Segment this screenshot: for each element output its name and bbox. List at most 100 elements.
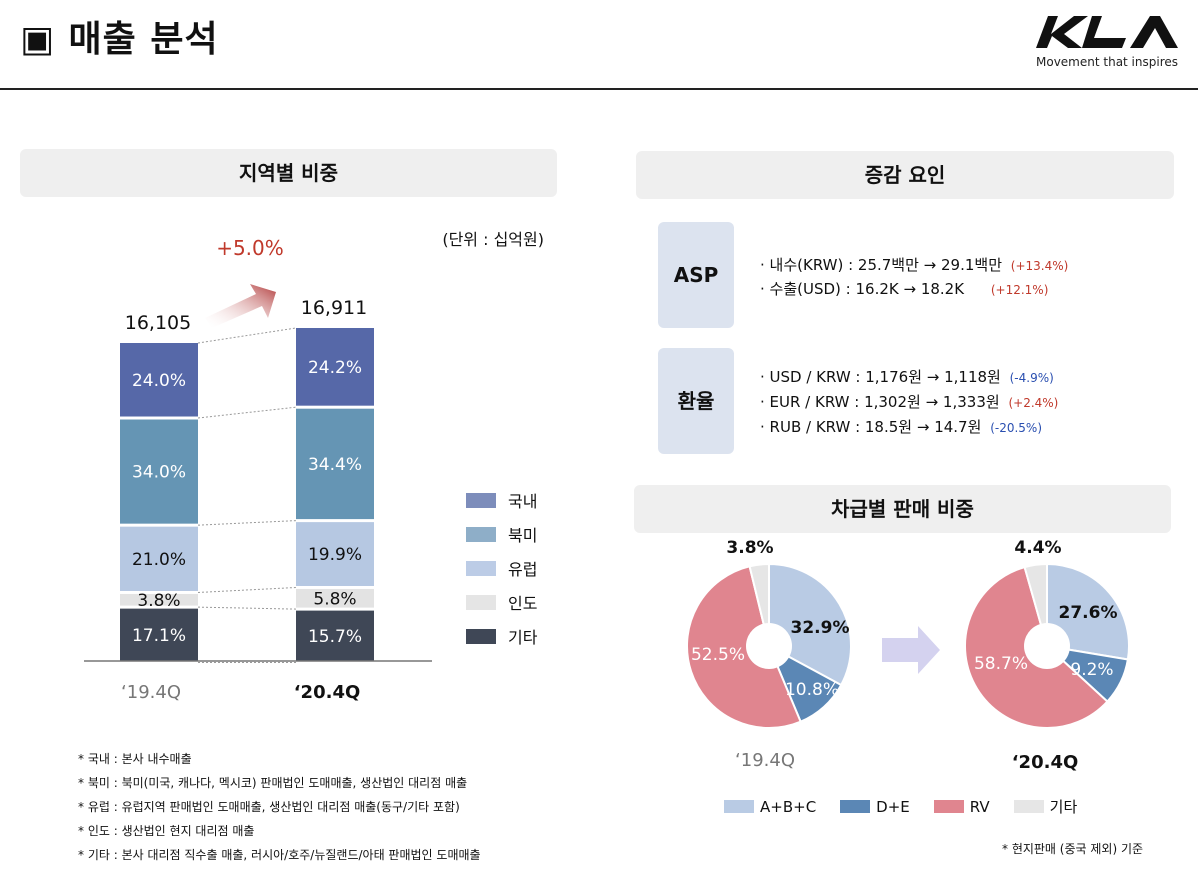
connector-line-3 — [197, 586, 297, 593]
region-stacked-bar-chart: 24.0% 34.0% 21.0% 3.8% 17.1% 16,105 ‘19.4Q 24.2… — [84, 230, 544, 703]
unit-label: (단위 : 십억원) — [442, 230, 544, 249]
pie-label-RV-0: 52.5% — [691, 645, 745, 665]
pie-label-기타-0: 3.8% — [726, 538, 773, 558]
growth-arrow-icon — [205, 284, 276, 328]
fx-usd-line: · USD / KRW : 1,176원 → 1,118원 (-4.9%) — [760, 366, 1058, 391]
donut-hole-1 — [1024, 623, 1070, 669]
asp-details: · 내수(KRW) : 25.7백만 → 29.1백만 (+13.4%) · 수… — [760, 254, 1068, 302]
footnote-others: * 기타 : 본사 대리점 직수출 매출, 러시아/호주/뉴질랜드/아태 판매법… — [78, 848, 481, 862]
bar-segment-국내-1 — [296, 328, 374, 406]
fx-label-box: 환율 — [658, 348, 734, 454]
segment-legend: A+B+C D+E RV 기타 — [714, 796, 1091, 817]
x-tick-label-0: ‘19.4Q — [121, 682, 181, 703]
bar-total-0: 16,105 — [125, 312, 191, 334]
segment-donut-charts: 32.9% 10.8% 52.5% 3.8% ‘19.4Q 27.6% 9.2% 58.7% 4… — [686, 538, 1130, 773]
footnote-europe: * 유럽 : 유럽지역 판매법인 도매매출, 생산법인 대리점 매출(동구/기타… — [78, 800, 460, 814]
page-title: ▣ 매출 분석 — [20, 19, 219, 60]
asp-domestic-text: · 내수(KRW) : 25.7백만 → 29.1백만 — [760, 256, 1003, 274]
bar-segment-기타-0 — [120, 608, 198, 661]
legend-label-유럽: 유럽 — [508, 560, 537, 579]
connector-line-4 — [197, 606, 297, 610]
bar-segment-국내-0 — [120, 343, 198, 417]
region-share-header: 지역별 비중 — [20, 149, 557, 197]
bar-label-국내-1: 24.2% — [308, 358, 362, 378]
asp-export-line: · 수출(USD) : 16.2K → 18.2K (+12.1%) — [760, 278, 1068, 302]
fx-rub-change: (-20.5%) — [990, 421, 1043, 435]
legend-swatch-인도 — [466, 595, 496, 610]
asp-domestic-line: · 내수(KRW) : 25.7백만 → 29.1백만 (+13.4%) — [760, 254, 1068, 278]
pie-label-기타-1: 4.4% — [1014, 538, 1061, 558]
segment-legend-label-RV: RV — [969, 798, 990, 816]
connector-line-1 — [197, 406, 297, 419]
footnote-domestic: * 국내 : 본사 내수매출 — [78, 752, 192, 766]
change-factors-header: 증감 요인 — [636, 151, 1174, 199]
segment-share-header: 차급별 판매 비중 — [634, 485, 1171, 533]
fx-eur-change: (+2.4%) — [1008, 396, 1059, 410]
pie-label-RV-1: 58.7% — [974, 654, 1028, 674]
fx-rub-line: · RUB / KRW : 18.5원 → 14.7원 (-20.5%) — [760, 416, 1058, 441]
region-footnotes: * 국내 : 본사 내수매출 * 북미 : 북미(미국, 캐나다, 멕시코) 판… — [78, 750, 481, 870]
asp-export-change: (+12.1%) — [990, 283, 1049, 297]
legend-swatch-유럽 — [466, 561, 496, 576]
pie-label-A+B+C-1: 27.6% — [1059, 603, 1118, 623]
donut-hole-0 — [746, 623, 792, 669]
segment-legend-swatch-RV — [933, 800, 964, 813]
bar-label-기타-1: 15.7% — [308, 627, 362, 647]
segment-legend-swatch-D+E — [840, 800, 871, 813]
legend-label-기타: 기타 — [508, 628, 538, 647]
bar-label-북미-1: 34.4% — [308, 455, 362, 475]
bar-label-인도-0: 3.8% — [137, 591, 180, 611]
fx-eur-line: · EUR / KRW : 1,302원 → 1,333원 (+2.4%) — [760, 391, 1058, 416]
bar-label-기타-0: 17.1% — [132, 626, 186, 646]
segment-legend-swatch-A+B+C — [724, 800, 754, 813]
bar-label-북미-0: 34.0% — [132, 463, 186, 483]
title-divider — [0, 88, 1198, 90]
bar-label-국내-0: 24.0% — [132, 371, 186, 391]
legend-label-북미: 북미 — [508, 526, 537, 545]
legend-swatch-국내 — [466, 493, 496, 508]
segment-legend-label-기타: 기타 — [1049, 798, 1078, 816]
bar-label-유럽-0: 21.0% — [132, 550, 186, 570]
fx-rub-text: · RUB / KRW : 18.5원 → 14.7원 — [760, 418, 982, 436]
bar-segment-유럽-0 — [120, 526, 198, 591]
bar-label-유럽-1: 19.9% — [308, 545, 362, 565]
kia-logo — [1036, 16, 1178, 48]
pie-title-0: ‘19.4Q — [735, 750, 795, 771]
pie-label-A+B+C-0: 32.9% — [791, 618, 850, 638]
asp-label-box: ASP — [658, 222, 734, 328]
segment-footnote: * 현지판매 (중국 제외) 기준 — [1002, 842, 1144, 856]
bar-segment-북미-1 — [296, 408, 374, 520]
bar-segment-인도-1 — [296, 588, 374, 608]
bar-segment-기타-1 — [296, 610, 374, 661]
growth-label: +5.0% — [216, 236, 284, 260]
connector-line-0 — [197, 327, 297, 344]
segment-legend-label-D+E: D+E — [876, 798, 910, 816]
asp-export-text: · 수출(USD) : 16.2K → 18.2K — [760, 280, 965, 298]
asp-domestic-change: (+13.4%) — [1010, 259, 1069, 273]
bar-segment-유럽-1 — [296, 522, 374, 586]
legend-swatch-기타 — [466, 629, 496, 644]
bar-label-인도-1: 5.8% — [313, 589, 356, 609]
x-tick-label-1: ‘20.4Q — [294, 682, 361, 703]
fx-usd-text: · USD / KRW : 1,176원 → 1,118원 — [760, 368, 1001, 386]
legend-label-인도: 인도 — [508, 594, 537, 613]
period-arrow-icon — [882, 626, 940, 674]
pie-slice-RV-0 — [686, 565, 802, 729]
fx-details: · USD / KRW : 1,176원 → 1,118원 (-4.9%) · … — [760, 366, 1058, 441]
legend-label-국내: 국내 — [508, 492, 537, 511]
fx-eur-text: · EUR / KRW : 1,302원 → 1,333원 — [760, 393, 1000, 411]
fx-usd-change: (-4.9%) — [1009, 371, 1054, 385]
legend-swatch-북미 — [466, 527, 496, 542]
bar-total-1: 16,911 — [301, 297, 367, 319]
bar-segment-북미-0 — [120, 419, 198, 524]
pie-label-D+E-0: 10.8% — [785, 680, 839, 700]
bar-segment-인도-0 — [120, 593, 198, 606]
segment-legend-label-A+B+C: A+B+C — [760, 798, 817, 816]
segment-legend-swatch-기타 — [1013, 800, 1044, 813]
connector-line-2 — [197, 520, 297, 526]
footnote-india: * 인도 : 생산법인 현지 대리점 매출 — [78, 824, 255, 838]
pie-label-D+E-1: 9.2% — [1070, 660, 1113, 680]
kia-tagline: Movement that inspires — [1036, 55, 1179, 69]
footnote-north-america: * 북미 : 북미(미국, 캐나다, 멕시코) 판매법인 도매매출, 생산법인 … — [78, 776, 468, 790]
pie-title-1: ‘20.4Q — [1012, 752, 1079, 773]
